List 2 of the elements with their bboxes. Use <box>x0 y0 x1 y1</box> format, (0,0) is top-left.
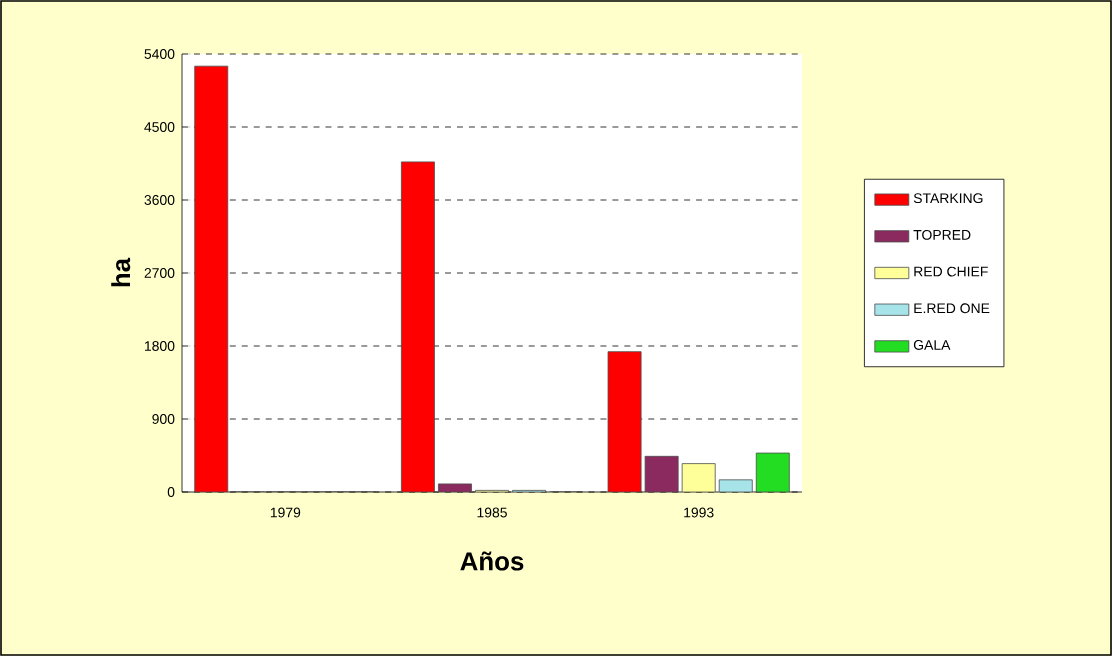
x-axis-title: Años <box>460 551 524 571</box>
y-axis-title: ha <box>111 257 131 287</box>
